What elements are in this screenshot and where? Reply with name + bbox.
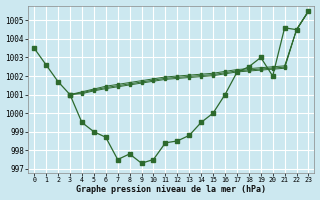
X-axis label: Graphe pression niveau de la mer (hPa): Graphe pression niveau de la mer (hPa) [76, 185, 266, 194]
